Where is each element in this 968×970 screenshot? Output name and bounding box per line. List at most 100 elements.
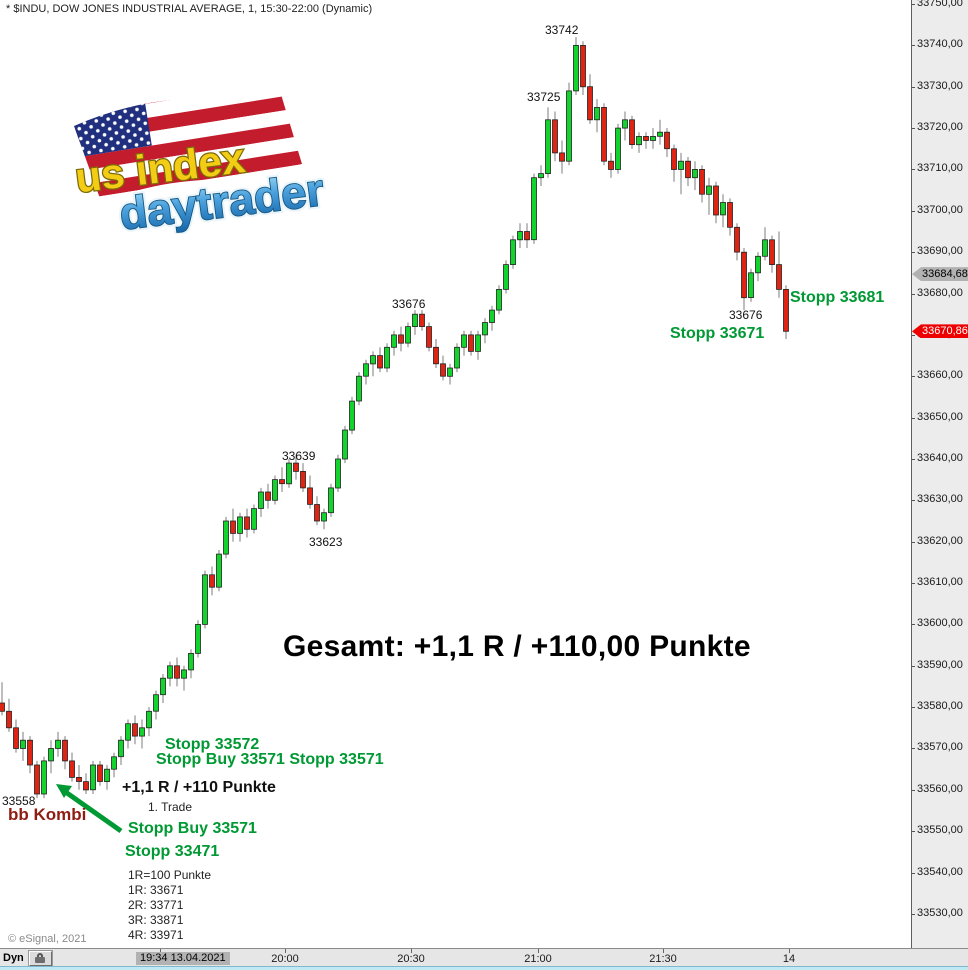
last-price-badge: 33670,86 bbox=[912, 324, 968, 339]
time-axis-tick bbox=[411, 949, 412, 953]
candle bbox=[636, 135, 642, 146]
price-axis[interactable]: 33750,00 33740,00 33730,00 33720,00 33710,00… bbox=[911, 0, 968, 948]
candle bbox=[510, 239, 516, 266]
candle bbox=[384, 346, 390, 369]
time-axis-label: 20:30 bbox=[397, 953, 425, 965]
candle bbox=[664, 131, 670, 150]
candle bbox=[111, 756, 117, 770]
candle bbox=[496, 288, 502, 311]
annotation-1r-100-punkte: 1R=100 Punkte bbox=[128, 868, 212, 882]
candle bbox=[461, 334, 467, 348]
candle bbox=[328, 487, 334, 514]
candlestick-chart bbox=[0, 37, 789, 834]
chart-title: * $INDU, DOW JONES INDUSTRIAL AVERAGE, 1… bbox=[6, 3, 373, 15]
time-axis[interactable]: Dyn 19:34 13.04.2021 20:00 20:30 21:00 21:3… bbox=[0, 948, 968, 966]
price-axis-label: 33540,00 bbox=[912, 866, 963, 878]
candle bbox=[573, 45, 579, 92]
annotation-33742: 33742 bbox=[545, 23, 579, 37]
candle bbox=[20, 739, 26, 749]
candle bbox=[713, 185, 719, 216]
copyright-text: © eSignal, 2021 bbox=[8, 933, 87, 945]
candle bbox=[153, 694, 159, 712]
annotation-33676: 33676 bbox=[392, 297, 426, 311]
time-axis-label: 21:00 bbox=[524, 953, 552, 965]
candle bbox=[377, 355, 383, 369]
candle bbox=[125, 723, 131, 741]
price-axis-label: 33730,00 bbox=[912, 80, 963, 92]
candle bbox=[181, 669, 187, 679]
candle bbox=[335, 458, 341, 489]
candle bbox=[587, 86, 593, 121]
candle bbox=[622, 119, 628, 129]
candle bbox=[734, 226, 740, 253]
candle bbox=[118, 739, 124, 758]
candle bbox=[419, 313, 425, 328]
candle bbox=[398, 334, 404, 344]
cursor-price-badge: 33684,68 bbox=[912, 267, 968, 282]
candle bbox=[692, 168, 698, 179]
candle bbox=[454, 346, 460, 369]
candle bbox=[195, 624, 201, 654]
candle bbox=[76, 777, 82, 782]
candle bbox=[762, 239, 768, 257]
annotation-33623: 33623 bbox=[309, 535, 343, 549]
candle bbox=[237, 516, 243, 534]
price-axis-label: 33690,00 bbox=[912, 245, 963, 257]
candle bbox=[139, 727, 145, 737]
candle bbox=[90, 764, 96, 791]
candle bbox=[482, 322, 488, 336]
annotation-2r-33771: 2R: 33771 bbox=[128, 898, 184, 912]
candle bbox=[104, 768, 110, 783]
candle bbox=[440, 363, 446, 377]
candle bbox=[321, 512, 327, 522]
annotation-3r-33871: 3R: 33871 bbox=[128, 913, 184, 927]
annotation-1-1-r-110-punkte: +1,1 R / +110 Punkte bbox=[122, 779, 276, 796]
candle bbox=[349, 400, 355, 431]
annotation-stopp-buy-33571-stopp-33571: Stopp Buy 33571 Stopp 33571 bbox=[156, 751, 384, 768]
candle bbox=[244, 516, 250, 530]
candle bbox=[671, 148, 677, 170]
annotation-stopp-buy-33571: Stopp Buy 33571 bbox=[128, 820, 257, 837]
candle bbox=[307, 487, 313, 505]
candle bbox=[0, 702, 5, 712]
price-axis-label: 33560,00 bbox=[912, 783, 963, 795]
candle bbox=[580, 45, 586, 88]
candle bbox=[559, 152, 565, 162]
candle bbox=[13, 727, 19, 749]
candle bbox=[41, 760, 47, 795]
annotation-stopp-33671: Stopp 33671 bbox=[670, 325, 765, 342]
price-axis-label: 33710,00 bbox=[912, 162, 963, 174]
candle bbox=[6, 710, 12, 729]
price-axis-label: 33650,00 bbox=[912, 411, 963, 423]
annotation-1-trade: 1. Trade bbox=[148, 800, 193, 814]
candle bbox=[230, 520, 236, 534]
candle bbox=[447, 367, 453, 377]
candle bbox=[174, 665, 180, 679]
time-axis-tick bbox=[538, 949, 539, 953]
time-axis-label: 20:00 bbox=[271, 953, 299, 965]
chart-area[interactable]: * $INDU, DOW JONES INDUSTRIAL AVERAGE, 1… bbox=[0, 0, 911, 948]
annotation-33676: 33676 bbox=[729, 308, 763, 322]
candle bbox=[83, 781, 89, 791]
candle bbox=[741, 251, 747, 299]
candle bbox=[55, 739, 61, 749]
candle bbox=[433, 346, 439, 365]
candle bbox=[629, 119, 635, 146]
candle bbox=[69, 760, 75, 778]
price-axis-label: 33620,00 bbox=[912, 535, 963, 547]
candle bbox=[503, 264, 509, 290]
price-axis-label: 33750,00 bbox=[912, 0, 963, 9]
time-axis-label: 14 bbox=[782, 953, 796, 965]
candle bbox=[167, 665, 173, 679]
annotation-stopp-33471: Stopp 33471 bbox=[125, 843, 220, 860]
candle bbox=[216, 553, 222, 588]
window-edge-strip bbox=[0, 966, 968, 970]
candle bbox=[412, 313, 418, 328]
price-axis-label: 33580,00 bbox=[912, 700, 963, 712]
price-axis-label: 33590,00 bbox=[912, 659, 963, 671]
candle bbox=[524, 231, 530, 241]
lock-button[interactable] bbox=[29, 951, 52, 966]
candle bbox=[34, 764, 40, 795]
candle bbox=[601, 107, 607, 162]
